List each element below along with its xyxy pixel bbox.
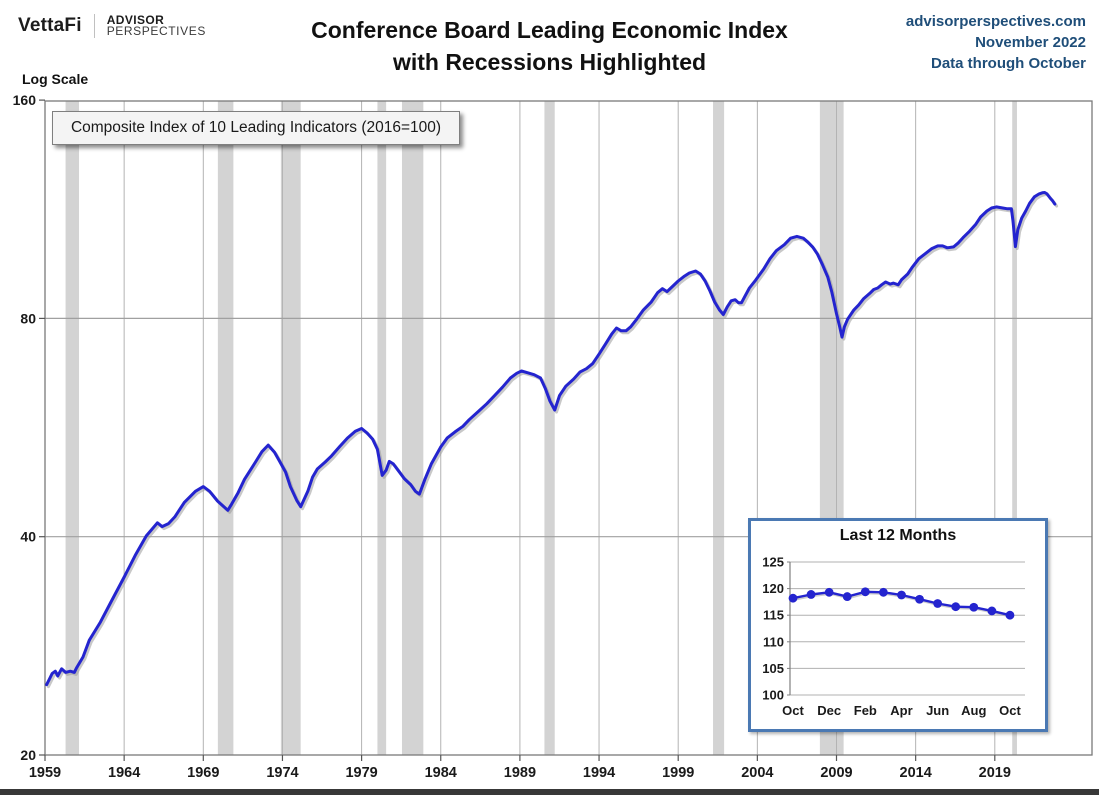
svg-text:1979: 1979	[345, 765, 377, 781]
svg-text:Feb: Feb	[854, 703, 877, 718]
inset-chart-title: Last 12 Months	[839, 527, 957, 544]
svg-text:1964: 1964	[108, 765, 140, 781]
svg-text:1994: 1994	[583, 765, 615, 781]
svg-text:115: 115	[763, 608, 784, 623]
svg-text:Oct: Oct	[999, 703, 1021, 718]
svg-text:1999: 1999	[662, 765, 694, 781]
svg-text:1989: 1989	[504, 765, 536, 781]
advisor-perspectives-logo: ADVISOR PERSPECTIVES	[106, 13, 206, 38]
page-title: Conference Board Leading Economic Index …	[0, 14, 1099, 78]
svg-text:80: 80	[20, 310, 36, 326]
svg-text:Dec: Dec	[817, 703, 841, 718]
svg-text:1974: 1974	[266, 765, 298, 781]
svg-text:105: 105	[762, 661, 784, 676]
legend-box: Composite Index of 10 Leading Indicators…	[52, 111, 460, 145]
legend-label: Composite Index of 10 Leading Indicators…	[70, 119, 442, 136]
svg-text:Oct: Oct	[782, 703, 804, 718]
svg-text:100: 100	[762, 688, 784, 703]
svg-text:125: 125	[762, 555, 784, 570]
svg-text:2014: 2014	[900, 765, 932, 781]
svg-text:1959: 1959	[29, 765, 61, 781]
svg-text:Aug: Aug	[961, 703, 986, 718]
svg-text:1984: 1984	[425, 765, 457, 781]
svg-text:1969: 1969	[187, 765, 219, 781]
brand-divider	[93, 14, 95, 38]
source-date: November 2022	[975, 34, 1086, 51]
inset-chart: 125 120 115 110 105 100 Oct Dec Feb Apr Jun Aug Oct …	[748, 518, 1048, 732]
vettafi-logo: VettaFi	[18, 15, 82, 36]
svg-text:2004: 2004	[741, 765, 773, 781]
source-note: Data through October	[930, 55, 1086, 72]
svg-text:40: 40	[20, 529, 36, 545]
svg-text:110: 110	[763, 634, 784, 649]
svg-text:20: 20	[20, 747, 36, 763]
log-scale-label: Log Scale	[22, 71, 89, 87]
source-site: advisorperspectives.com	[905, 13, 1086, 30]
bottom-border-bar	[0, 789, 1099, 795]
svg-text:Jun: Jun	[926, 703, 949, 718]
svg-text:2019: 2019	[979, 765, 1011, 781]
title-line-1: Conference Board Leading Economic Index	[311, 17, 788, 43]
svg-text:2009: 2009	[820, 765, 852, 781]
source-info: advisorperspectives.com November 2022 Da…	[906, 11, 1086, 74]
svg-text:Apr: Apr	[890, 703, 912, 718]
title-line-2: with Recessions Highlighted	[392, 49, 707, 75]
svg-text:120: 120	[762, 581, 784, 596]
brand-logo: VettaFi ADVISOR PERSPECTIVES	[18, 14, 206, 38]
svg-text:160: 160	[13, 92, 37, 108]
